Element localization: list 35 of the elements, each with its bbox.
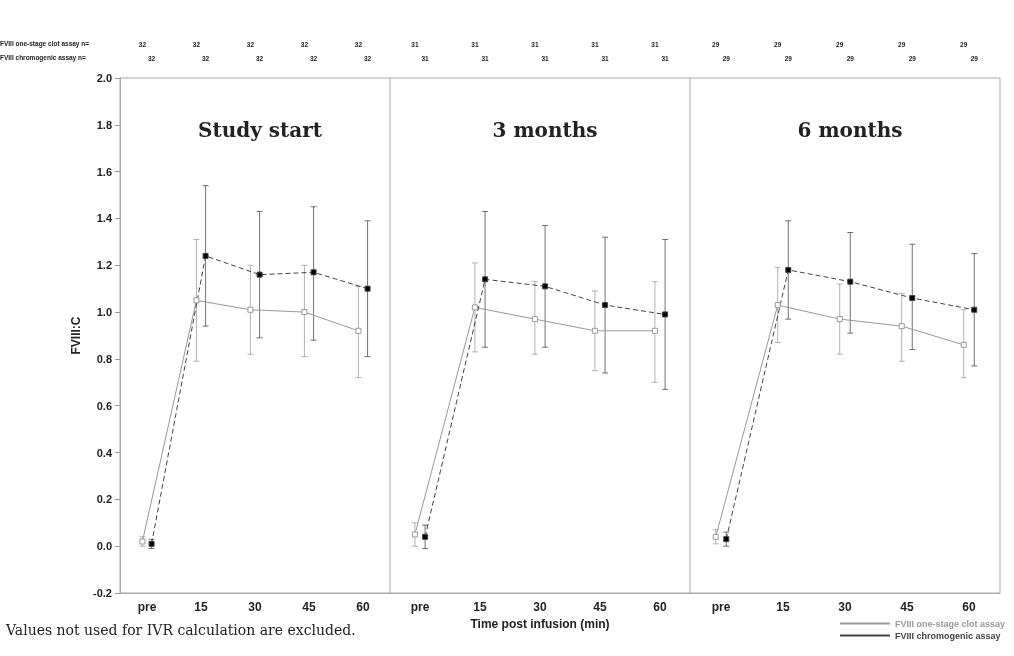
y-tick-label: 0.2 <box>96 493 112 506</box>
x-tick-label: pre <box>410 600 430 614</box>
text: FVIII chromogenic assay <box>894 630 1001 641</box>
text: 6 months <box>797 118 903 142</box>
x-tick-label: 45 <box>593 600 607 614</box>
x-tick-label: 30 <box>838 600 852 614</box>
x-tick-label: 45 <box>302 600 316 614</box>
x-tick-label: 60 <box>653 600 667 614</box>
text: 3 months <box>492 118 598 142</box>
text: Values not used for IVR calculation are excluded. <box>6 622 356 638</box>
text: FVIII one-stage clot assay <box>894 618 1006 629</box>
y-tick-label: 0.6 <box>96 399 112 412</box>
y-tick-label: 1.0 <box>96 306 112 319</box>
y-tick-label: 0.4 <box>96 446 113 459</box>
x-tick-label: 60 <box>962 600 976 614</box>
y-tick-label: 0.8 <box>96 352 112 365</box>
x-tick-label: pre <box>137 600 157 614</box>
x-tick-label: 15 <box>473 600 487 614</box>
y-tick-label: -0.2 <box>93 587 112 599</box>
x-axis-title: Time post infusion (min) <box>470 616 610 631</box>
y-axis-title: FVIII:C <box>69 316 83 355</box>
y-tick-label: 0.0 <box>96 540 112 553</box>
y-tick-label: 1.8 <box>96 118 112 131</box>
x-tick-label: 60 <box>356 600 370 614</box>
x-tick-label: pre <box>711 600 731 614</box>
x-tick-label: 30 <box>533 600 547 614</box>
x-tick-label: 45 <box>900 600 914 614</box>
y-tick-label: 2.0 <box>96 72 112 84</box>
y-tick-label: 1.6 <box>96 165 112 178</box>
y-tick-label: 1.2 <box>96 259 112 272</box>
x-tick-label: 15 <box>194 600 208 614</box>
x-tick-label: 30 <box>248 600 262 614</box>
text: Study start <box>197 118 323 142</box>
x-tick-label: 15 <box>776 600 790 614</box>
y-tick-label: 1.4 <box>96 212 113 225</box>
